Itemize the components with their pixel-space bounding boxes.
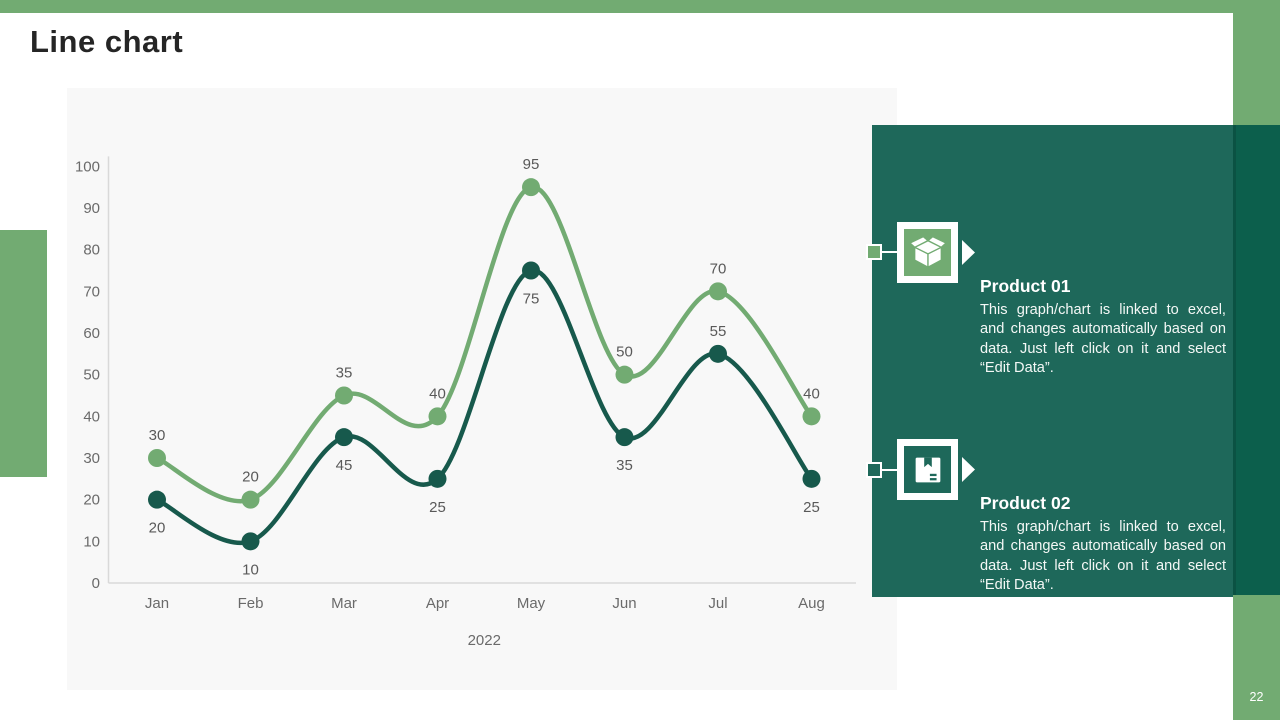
- data-point: [522, 178, 540, 197]
- y-tick-label: 10: [83, 533, 100, 550]
- right-edge-strip-overlay: [1233, 125, 1280, 595]
- data-label: 30: [149, 427, 166, 444]
- y-tick-label: 20: [83, 492, 100, 509]
- x-tick-label: Jun: [612, 595, 636, 612]
- open-box-icon: [908, 235, 947, 268]
- product-01-description: This graph/chart is linked to excel, and…: [980, 302, 1226, 377]
- connector-line-product-01: [880, 251, 900, 253]
- data-point: [148, 490, 166, 509]
- y-tick-label: 80: [83, 242, 100, 259]
- data-point: [148, 448, 166, 467]
- data-label: 45: [336, 457, 353, 474]
- data-label: 25: [803, 499, 820, 516]
- arrow-right-icon: [962, 457, 975, 482]
- top-accent-bar: [0, 0, 1280, 13]
- y-tick-label: 100: [75, 158, 100, 175]
- x-tick-label: Aug: [798, 595, 825, 612]
- product-02-title: Product 02: [980, 493, 1071, 513]
- data-point: [802, 469, 821, 488]
- series-line-product-02: [154, 268, 814, 546]
- data-label: 40: [803, 385, 820, 402]
- chart-area[interactable]: 0 10 20 30 40 50 60 70 80 90 100 Jan Feb Mar Apr May Jun…: [67, 88, 897, 690]
- series-line-product-01: [154, 184, 814, 504]
- data-point: [709, 282, 727, 301]
- data-label: 35: [336, 364, 353, 381]
- product-01-title: Product 01: [980, 276, 1071, 296]
- data-label: 70: [710, 260, 727, 277]
- callout-panel: Product 01 This graph/chart is linked to…: [872, 125, 1233, 597]
- y-tick-label: 40: [83, 408, 100, 425]
- data-point: [709, 344, 727, 363]
- product-02-icon-frame: [897, 439, 958, 500]
- data-label: 10: [242, 561, 259, 578]
- line-chart-svg: 0 10 20 30 40 50 60 70 80 90 100 Jan Feb Mar Apr May Jun…: [75, 156, 856, 649]
- connector-square-product-01: [866, 244, 882, 260]
- y-tick-label: 90: [83, 200, 100, 217]
- data-point: [241, 490, 260, 509]
- y-tick-label: 50: [83, 367, 100, 384]
- x-tick-label: Mar: [331, 595, 357, 612]
- package-box-icon: [915, 457, 940, 482]
- data-point: [335, 386, 353, 405]
- x-tick-label: Jul: [708, 595, 727, 612]
- product-01-icon-frame: [897, 222, 958, 283]
- x-tick-label: Jan: [145, 595, 169, 612]
- data-point: [335, 428, 353, 447]
- connector-line-product-02: [880, 469, 900, 471]
- x-tick-label: May: [517, 595, 546, 612]
- data-point: [522, 261, 540, 280]
- product-02-description: This graph/chart is linked to excel, and…: [980, 519, 1226, 594]
- data-label: 25: [429, 499, 446, 516]
- data-label: 40: [429, 385, 446, 402]
- data-point: [615, 428, 634, 447]
- y-tick-label: 0: [92, 575, 100, 592]
- y-tick-label: 30: [83, 450, 100, 467]
- data-label: 20: [149, 520, 166, 537]
- data-point: [428, 469, 447, 488]
- data-label: 50: [616, 344, 633, 361]
- data-label: 95: [523, 156, 540, 173]
- y-tick-label: 70: [83, 283, 100, 300]
- connector-square-product-02: [866, 462, 882, 478]
- data-label: 75: [523, 290, 540, 307]
- page-number: 22: [1249, 690, 1264, 704]
- x-tick-label: Apr: [426, 595, 449, 612]
- x-tick-label: Feb: [238, 595, 264, 612]
- data-point: [615, 365, 634, 384]
- data-point: [802, 407, 821, 426]
- data-point: [428, 407, 447, 426]
- data-point: [241, 532, 260, 551]
- arrow-right-icon: [962, 240, 975, 265]
- data-label: 20: [242, 469, 259, 486]
- x-axis-caption: 2022: [468, 632, 501, 649]
- data-label: 35: [616, 457, 633, 474]
- y-tick-label: 60: [83, 325, 100, 342]
- page-title: Line chart: [30, 24, 184, 59]
- left-accent-bar: [0, 230, 47, 477]
- data-label: 55: [710, 323, 727, 340]
